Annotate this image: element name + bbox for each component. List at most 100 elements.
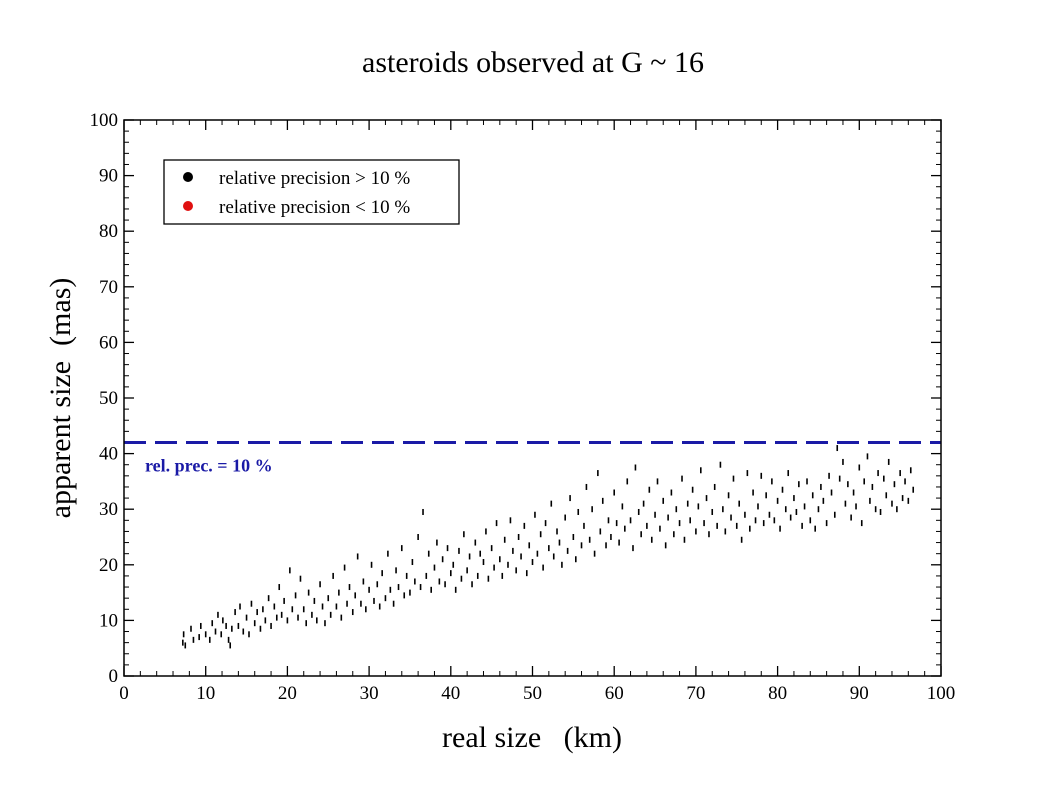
data-point <box>640 531 642 538</box>
data-point <box>883 475 885 482</box>
data-point <box>422 508 424 515</box>
data-point <box>806 478 808 485</box>
data-point <box>811 492 814 499</box>
data-point <box>450 570 452 577</box>
data-point <box>286 617 289 624</box>
data-point <box>198 634 200 641</box>
data-point <box>572 534 575 540</box>
data-point <box>817 506 820 513</box>
data-point <box>765 492 767 499</box>
data-point <box>321 603 324 610</box>
legend-marker-red <box>183 201 193 211</box>
data-point <box>222 617 224 624</box>
data-point <box>822 497 825 504</box>
data-point <box>711 508 714 515</box>
data-point <box>507 561 509 568</box>
data-point <box>517 534 520 540</box>
data-point <box>749 525 751 532</box>
data-point <box>311 611 313 618</box>
data-point <box>316 617 318 624</box>
data-point <box>828 472 830 479</box>
data-point <box>305 620 307 627</box>
data-point <box>787 470 790 477</box>
data-point <box>319 581 321 588</box>
data-point <box>256 609 258 616</box>
data-point <box>384 595 387 602</box>
data-point <box>452 561 455 568</box>
data-point <box>438 578 441 585</box>
data-point <box>225 622 227 629</box>
data-point <box>896 506 898 513</box>
data-point <box>368 586 370 593</box>
data-point <box>302 606 305 613</box>
data-point <box>795 508 798 515</box>
data-point <box>234 609 236 616</box>
data-point <box>624 525 626 532</box>
data-point <box>654 511 656 518</box>
data-point <box>771 478 773 485</box>
data-point <box>245 614 248 621</box>
data-point <box>662 497 665 504</box>
x-tick-label: 10 <box>196 683 215 704</box>
data-point <box>283 597 285 604</box>
data-point <box>242 628 245 635</box>
data-point <box>520 553 522 560</box>
data-point <box>351 609 354 616</box>
data-point <box>713 483 716 490</box>
data-point <box>626 478 629 485</box>
data-point <box>471 581 473 588</box>
data-point <box>338 589 340 596</box>
data-point <box>607 517 610 524</box>
data-point <box>441 556 444 563</box>
data-point <box>395 567 397 574</box>
data-point <box>346 600 348 607</box>
data-point <box>400 545 403 552</box>
data-point <box>378 603 381 610</box>
data-point <box>716 522 718 529</box>
data-point <box>259 625 262 632</box>
data-point <box>842 458 844 465</box>
data-point <box>605 542 607 549</box>
data-point <box>217 611 219 618</box>
data-point <box>253 620 256 627</box>
data-point <box>468 553 471 560</box>
data-point <box>525 570 528 577</box>
data-point <box>536 550 539 557</box>
data-point <box>356 553 359 560</box>
data-point <box>182 631 185 638</box>
data-point <box>280 611 283 618</box>
data-point <box>697 503 700 510</box>
data-point <box>681 475 683 482</box>
data-point <box>803 503 806 510</box>
data-point <box>588 536 591 543</box>
y-tick-label: 40 <box>99 444 118 465</box>
y-tick-label: 100 <box>90 110 119 131</box>
data-point <box>724 528 727 535</box>
data-point <box>262 606 264 613</box>
data-point <box>340 614 343 621</box>
data-point <box>267 595 270 602</box>
data-point <box>534 511 536 518</box>
data-point <box>730 514 732 521</box>
y-tick-label: 0 <box>109 666 119 687</box>
data-point <box>784 506 787 513</box>
data-point <box>866 453 869 460</box>
data-point <box>463 531 465 538</box>
data-point <box>493 564 495 571</box>
data-point <box>809 517 812 524</box>
data-point <box>436 539 438 546</box>
x-tick-label: 40 <box>441 683 460 704</box>
data-point <box>373 597 375 604</box>
y-tick-label: 70 <box>99 277 118 298</box>
data-point <box>454 586 457 593</box>
data-point <box>512 547 514 554</box>
data-point <box>531 559 534 566</box>
data-point <box>863 478 866 485</box>
data-point <box>291 606 294 613</box>
data-point <box>670 489 673 496</box>
data-point <box>523 522 526 529</box>
y-axis-label: apparent size (mas) <box>44 278 77 519</box>
data-point <box>637 508 640 515</box>
data-point <box>199 622 202 629</box>
data-point <box>773 517 776 524</box>
